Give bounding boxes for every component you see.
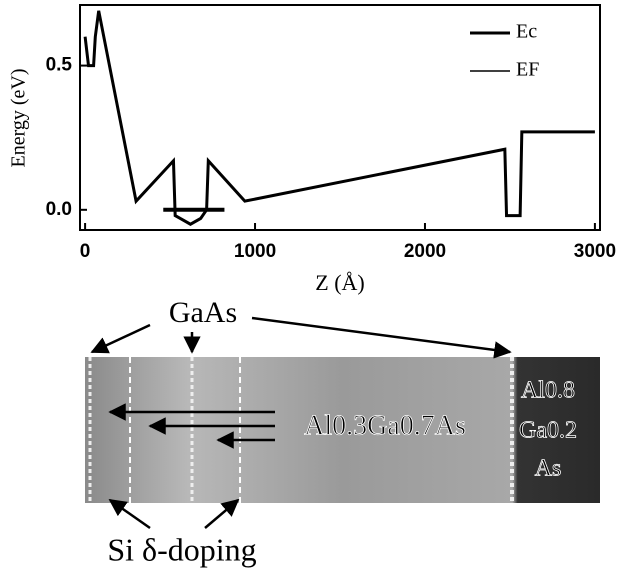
diagram-label: Si δ-doping xyxy=(107,531,256,567)
x-tick-label: 2000 xyxy=(404,241,446,262)
x-tick-label: 0 xyxy=(80,241,91,262)
diagram-label: As xyxy=(535,456,562,482)
legend-label: Ec xyxy=(516,21,537,43)
y-tick-label: 0.0 xyxy=(46,199,72,220)
y-axis-label: Energy (eV) xyxy=(8,68,30,167)
diagram-label: GaAs xyxy=(169,296,237,329)
diagram-label: Al0.8 xyxy=(521,378,575,404)
plot-frame xyxy=(79,4,601,231)
series-line xyxy=(83,10,595,226)
layer-stack xyxy=(85,357,600,503)
x-tick-label: 1000 xyxy=(234,241,276,262)
diagram-label: Ga0.2 xyxy=(519,418,577,444)
x-axis-label: Z (Å) xyxy=(315,270,364,295)
device-diagram xyxy=(85,316,600,530)
legend-label: EF xyxy=(516,59,539,81)
x-tick-label: 3000 xyxy=(574,241,616,262)
diagram-label: Al0.3Ga0.7As xyxy=(304,410,466,441)
y-tick-label: 0.5 xyxy=(46,55,73,76)
